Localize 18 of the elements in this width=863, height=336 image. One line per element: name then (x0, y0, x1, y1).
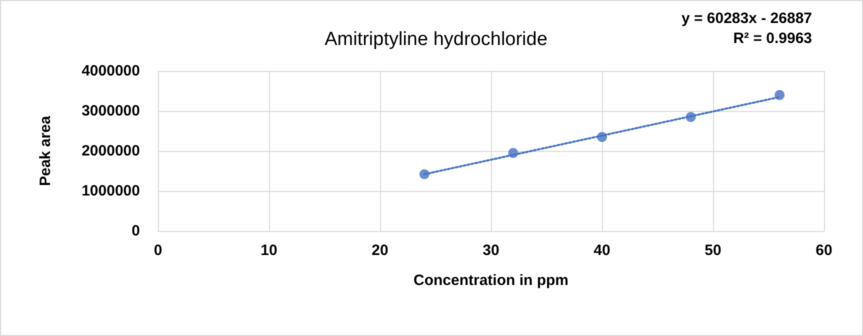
x-tick-label: 10 (260, 242, 278, 259)
x-tick-label: 40 (594, 242, 610, 259)
y-tick-label: 3000000 (82, 102, 140, 120)
x-tick-label: 0 (154, 242, 162, 259)
x-tick-label: 20 (372, 242, 388, 259)
text: y = 60283x - 26887 (681, 10, 812, 27)
y-axis-title: Peak area (37, 115, 54, 186)
y-tick-label: 4000000 (82, 62, 140, 80)
x-tick-label: 50 (704, 242, 722, 259)
y-tick-label: 2000000 (82, 142, 140, 160)
x-tick-label: 60 (816, 242, 832, 259)
x-axis-title: Concentration in ppm (414, 272, 568, 289)
chart-title: Amitriptyline hydrochloride (324, 29, 548, 50)
point (774, 90, 785, 100)
x-tick-label: 30 (482, 242, 500, 259)
text: R² = 0.9963 (733, 30, 812, 47)
y-tick-label: 1000000 (82, 182, 140, 200)
y-tick-label: 0 (132, 222, 140, 240)
